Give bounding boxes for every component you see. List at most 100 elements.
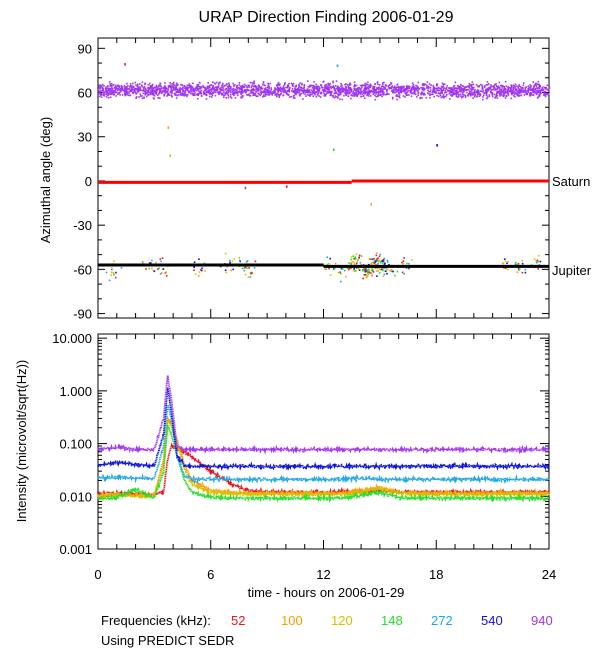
azimuth-point-jupiter bbox=[401, 271, 404, 274]
azimuth-point-jupiter bbox=[244, 273, 247, 276]
azimuth-point-940 bbox=[283, 87, 286, 89]
azimuth-point-940 bbox=[143, 90, 145, 92]
azimuth-point-940 bbox=[365, 83, 368, 85]
azimuth-point-940 bbox=[327, 83, 330, 86]
azimuth-point-jupiter bbox=[334, 262, 337, 265]
azimuth-point-940 bbox=[461, 85, 464, 87]
azimuth-point-940 bbox=[405, 85, 408, 88]
azimuth-point-940 bbox=[139, 88, 141, 90]
azimuth-point-940 bbox=[314, 93, 316, 96]
azimuth-point-940 bbox=[241, 87, 244, 89]
azimuth-point-940 bbox=[476, 93, 479, 96]
azimuth-point-940 bbox=[354, 84, 356, 86]
azimuth-point-940 bbox=[495, 88, 498, 91]
azimuth-point-940 bbox=[128, 92, 130, 95]
azimuth-point-940 bbox=[341, 84, 343, 87]
azimuth-point-940 bbox=[228, 87, 230, 90]
azimuth-point-940 bbox=[277, 81, 280, 84]
azimuth-point-940 bbox=[453, 93, 455, 95]
azimuth-point-940 bbox=[288, 89, 291, 91]
azimuth-point-940 bbox=[139, 83, 141, 85]
azimuth-point-940 bbox=[478, 92, 480, 94]
azimuth-outlier-point bbox=[436, 144, 438, 147]
azimuth-point-940 bbox=[409, 91, 412, 93]
azimuth-point-940 bbox=[156, 87, 159, 89]
azimuth-point-940 bbox=[141, 95, 143, 97]
azimuth-point-940 bbox=[538, 86, 540, 88]
azimuth-point-940 bbox=[130, 90, 132, 93]
azimuth-point-940 bbox=[318, 88, 320, 90]
azimuth-point-940 bbox=[210, 88, 212, 90]
azimuth-point-940 bbox=[293, 92, 296, 94]
azimuth-point-940 bbox=[432, 89, 435, 91]
azimuth-point-940 bbox=[353, 94, 355, 96]
azimuth-point-940 bbox=[147, 92, 149, 94]
azimuth-point-940 bbox=[170, 88, 172, 90]
azimuth-point-940 bbox=[296, 90, 298, 93]
azimuth-point-940 bbox=[174, 94, 177, 96]
azimuth-point-940 bbox=[427, 85, 430, 88]
azimuth-point-940 bbox=[543, 94, 545, 96]
azimuth-point-940 bbox=[399, 89, 401, 91]
azimuth-point-940 bbox=[332, 80, 334, 83]
azimuth-point-jupiter bbox=[411, 259, 413, 261]
azimuth-point-940 bbox=[485, 94, 488, 97]
azimuth-point-940 bbox=[260, 87, 262, 89]
azimuth-point-940 bbox=[527, 87, 529, 90]
azimuth-point-940 bbox=[329, 94, 331, 97]
azimuth-point-940 bbox=[162, 90, 165, 92]
azimuth-point-940 bbox=[107, 96, 110, 99]
azimuth-point-940 bbox=[187, 87, 189, 90]
azimuth-point-940 bbox=[450, 88, 453, 91]
azimuth-point-940 bbox=[518, 85, 520, 87]
azimuth-point-940 bbox=[187, 89, 189, 92]
azimuth-point-940 bbox=[232, 89, 235, 91]
azimuth-point-940 bbox=[384, 87, 387, 90]
azimuth-point-940 bbox=[426, 87, 428, 89]
azimuth-point-940 bbox=[152, 94, 155, 96]
azimuth-point-940 bbox=[269, 91, 271, 93]
azimuth-point-940 bbox=[303, 84, 306, 86]
azimuth-point-940 bbox=[456, 92, 459, 95]
azimuth-point-940 bbox=[236, 94, 239, 97]
azimuth-point-940 bbox=[311, 87, 314, 89]
azimuth-point-jupiter bbox=[358, 256, 360, 259]
azimuth-point-940 bbox=[405, 94, 408, 96]
azimuth-point-940 bbox=[377, 83, 379, 86]
azimuth-point-940 bbox=[386, 91, 388, 93]
azimuth-y-tick-label: 30 bbox=[78, 130, 92, 145]
azimuth-point-jupiter bbox=[388, 264, 390, 266]
azimuth-point-940 bbox=[546, 88, 549, 91]
azimuth-point-jupiter bbox=[243, 269, 246, 272]
azimuth-point-940 bbox=[367, 84, 369, 86]
azimuth-point-940 bbox=[538, 94, 540, 96]
azimuth-point-940 bbox=[502, 95, 505, 98]
azimuth-point-940 bbox=[535, 93, 538, 96]
azimuth-point-940 bbox=[126, 93, 129, 96]
intensity-y-tick-label: 1.000 bbox=[59, 384, 92, 399]
azimuth-point-940 bbox=[310, 91, 312, 94]
azimuth-point-940 bbox=[331, 86, 334, 88]
azimuth-point-jupiter bbox=[396, 270, 399, 273]
azimuth-point-jupiter bbox=[361, 269, 364, 271]
azimuth-point-940 bbox=[305, 90, 307, 93]
azimuth-point-940 bbox=[337, 94, 340, 97]
azimuth-point-940 bbox=[102, 89, 104, 91]
azimuth-point-940 bbox=[544, 94, 546, 97]
azimuth-point-940 bbox=[520, 89, 522, 91]
azimuth-point-940 bbox=[517, 91, 519, 94]
azimuth-point-940 bbox=[347, 95, 349, 97]
azimuth-point-jupiter bbox=[229, 261, 231, 264]
azimuth-point-jupiter bbox=[355, 262, 358, 265]
azimuth-point-jupiter bbox=[387, 261, 389, 264]
azimuth-point-940 bbox=[347, 89, 349, 91]
azimuth-point-940 bbox=[517, 88, 520, 90]
azimuth-point-940 bbox=[279, 86, 282, 89]
azimuth-point-940 bbox=[532, 87, 534, 90]
azimuth-point-940 bbox=[266, 91, 269, 93]
azimuth-point-940 bbox=[315, 91, 317, 93]
azimuth-point-jupiter bbox=[233, 258, 236, 260]
azimuth-point-940 bbox=[367, 86, 369, 89]
